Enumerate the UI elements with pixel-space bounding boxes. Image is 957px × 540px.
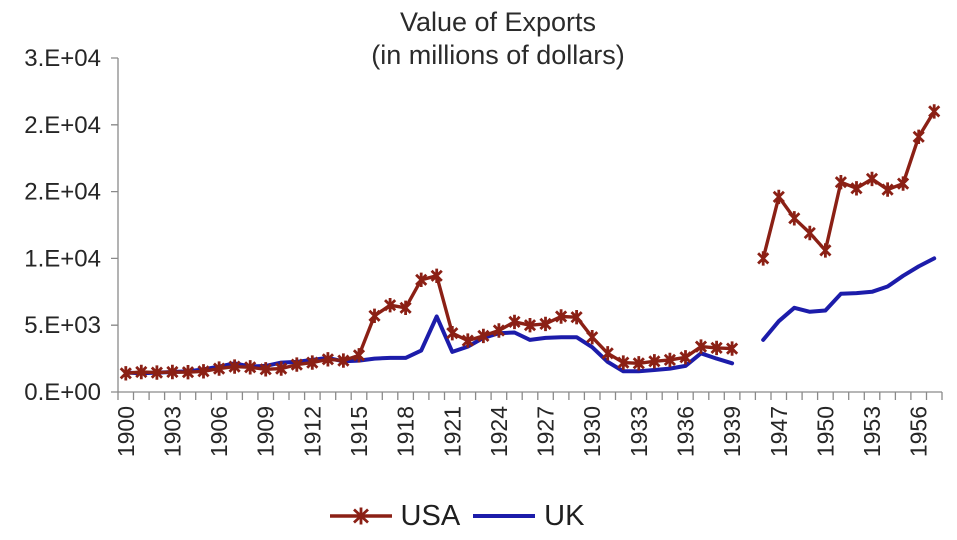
y-tick-label: 2.E+04 — [24, 112, 101, 139]
x-tick-label: 1933 — [626, 406, 652, 457]
chart-title-line1: Value of Exports — [399, 7, 597, 37]
y-tick-label: 3.E+04 — [24, 45, 101, 72]
usa-line-segment — [761, 109, 936, 261]
x-tick-label: 1936 — [673, 406, 699, 457]
y-tick-label: 1.E+04 — [24, 245, 101, 272]
usa-series-marker-icon — [329, 507, 392, 525]
x-axis-tick-labels: 1900 1903 1906 1909 1912 1915 1918 1921 1924 1927… — [113, 406, 932, 457]
x-tick-label: 1947 — [766, 406, 792, 457]
x-tick-label: 1909 — [253, 406, 279, 457]
x-tick-label: 1906 — [206, 406, 232, 457]
usa-series-markers — [119, 104, 941, 381]
x-tick-label: 1915 — [346, 406, 372, 457]
x-tick-label: 1927 — [533, 406, 559, 457]
uk-series-marker-icon — [473, 514, 536, 518]
legend-label-usa: USA — [400, 499, 461, 532]
chart-title-line2: (in millions of dollars) — [371, 40, 625, 70]
x-tick-label: 1930 — [579, 406, 605, 457]
x-tick-label: 1918 — [393, 406, 419, 457]
x-tick-label: 1921 — [439, 406, 465, 457]
x-tick-label: 1900 — [113, 406, 139, 457]
usa-series-line — [124, 109, 936, 375]
axis-lines-and-ticks — [111, 57, 943, 400]
x-tick-label: 1953 — [859, 406, 885, 457]
x-tick-label: 1956 — [906, 406, 932, 457]
y-tick-label: 5.E+03 — [24, 312, 101, 339]
x-tick-label: 1903 — [159, 406, 185, 457]
legend: USA UK — [0, 496, 913, 536]
x-tick-label: 1912 — [299, 406, 325, 457]
uk-line-segment — [761, 256, 937, 342]
legend-label-uk: UK — [544, 499, 585, 532]
y-axis-tick-labels: 0.E+00 5.E+03 1.E+04 2.E+04 2.E+04 3.E+04 — [24, 45, 101, 406]
usa-line-segment — [124, 274, 734, 375]
y-tick-label: 2.E+04 — [24, 179, 101, 206]
y-tick-label: 0.E+00 — [24, 379, 101, 406]
chart-title: Value of Exports (in millions of dollars… — [118, 6, 878, 72]
uk-line-segment — [123, 314, 735, 376]
legend-item-uk: UK — [472, 500, 584, 533]
x-tick-label: 1924 — [486, 406, 512, 457]
uk-series-line — [123, 256, 937, 376]
legend-item-usa: USA — [329, 499, 461, 533]
x-tick-label: 1939 — [719, 406, 745, 457]
x-tick-label: 1950 — [812, 406, 838, 457]
axes — [111, 57, 943, 400]
